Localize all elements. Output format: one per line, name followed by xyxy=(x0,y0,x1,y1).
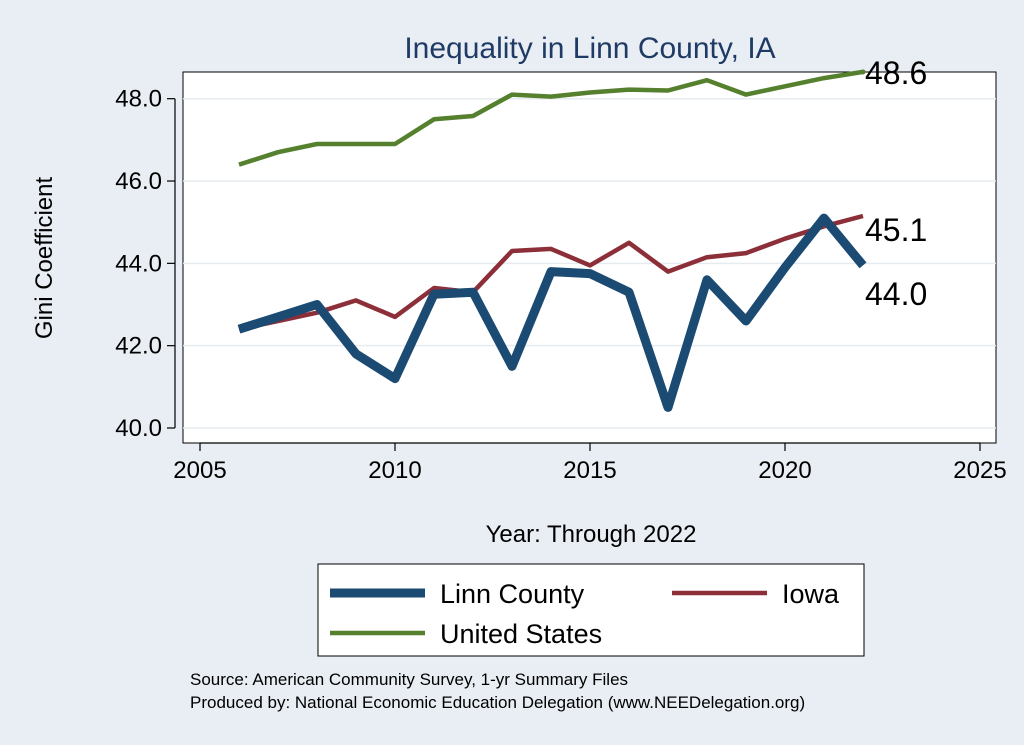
end-label-united-states: 48.6 xyxy=(865,55,927,91)
y-tick-label: 40.0 xyxy=(115,415,162,442)
series-layer xyxy=(237,69,867,412)
y-tick-label: 48.0 xyxy=(115,86,162,113)
series-end-marker-united-states xyxy=(860,69,866,75)
legend: Linn County Iowa United States xyxy=(317,563,865,657)
chart-title: Inequality in Linn County, IA xyxy=(404,32,775,65)
end-labels: 44.0 45.1 48.6 xyxy=(865,55,927,312)
y-axis: 40.0 42.0 44.0 46.0 48.0 xyxy=(115,86,176,442)
end-label-linn-county: 44.0 xyxy=(865,276,927,312)
source-note: Source: American Community Survey, 1-yr … xyxy=(190,670,628,689)
legend-box xyxy=(317,563,865,657)
legend-label-united-states: United States xyxy=(440,619,602,649)
legend-label-linn-county: Linn County xyxy=(440,579,585,609)
x-tick-label: 2025 xyxy=(953,457,1006,484)
x-tick-label: 2015 xyxy=(563,457,616,484)
series-line-iowa xyxy=(238,213,864,332)
series-line-united-states xyxy=(238,69,864,167)
y-tick-label: 46.0 xyxy=(115,168,162,195)
x-tick-label: 2005 xyxy=(173,457,226,484)
legend-label-iowa: Iowa xyxy=(782,579,840,609)
producer-note: Produced by: National Economic Education… xyxy=(190,693,805,712)
y-axis-label: Gini Coefficient xyxy=(31,177,58,340)
plot-area xyxy=(182,71,997,444)
x-axis: 2005 2010 2015 2020 2025 xyxy=(173,442,1007,484)
series-line-linn-county xyxy=(237,213,867,412)
x-axis-label: Year: Through 2022 xyxy=(486,521,697,548)
y-tick-label: 44.0 xyxy=(115,250,162,277)
x-tick-label: 2020 xyxy=(758,457,811,484)
end-label-iowa: 45.1 xyxy=(865,212,927,248)
x-tick-label: 2010 xyxy=(368,457,421,484)
y-tick-label: 42.0 xyxy=(115,333,162,360)
